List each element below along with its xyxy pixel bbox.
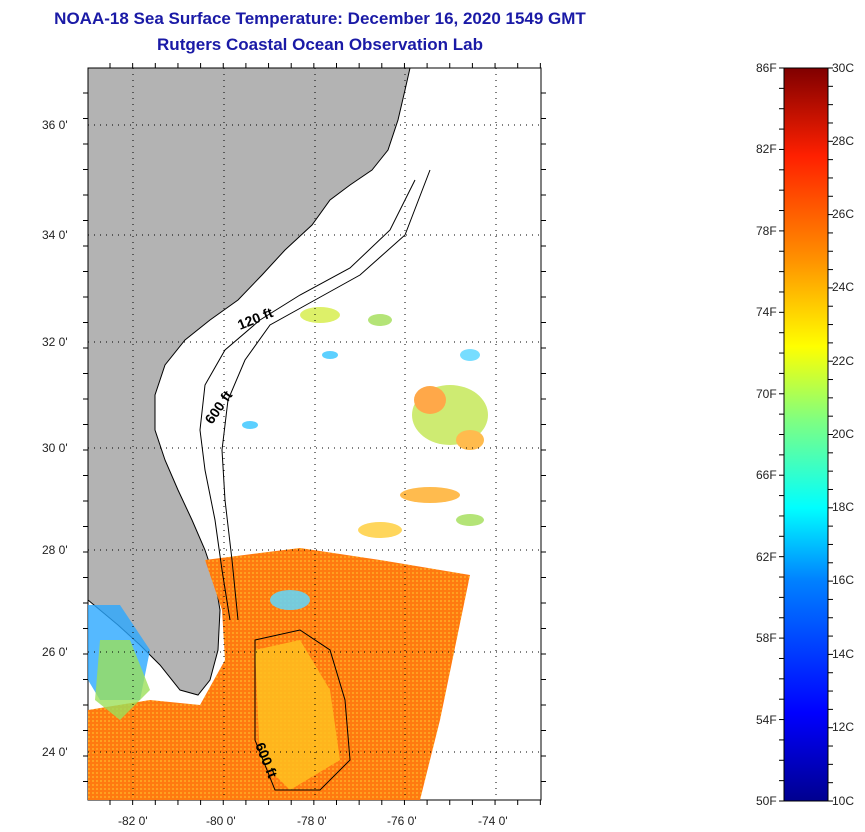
contour-120ft — [199, 179, 416, 621]
lat-label: 28 0' — [42, 543, 68, 557]
colorbar-c-label: 10C — [832, 794, 854, 808]
colorbar-f-label: 58F — [756, 631, 777, 645]
colorbar-f-label: 50F — [756, 794, 777, 808]
colorbar-f-label: 78F — [756, 224, 777, 238]
colorbar-f-label: 86F — [756, 61, 777, 75]
lon-label: -80 0' — [206, 814, 236, 828]
sst-patches-offshore — [242, 307, 488, 610]
land-mass — [88, 68, 411, 696]
colorbar-f-label: 70F — [756, 387, 777, 401]
colorbar-f-label: 74F — [756, 305, 777, 319]
frame-ticks — [83, 63, 546, 805]
sst-yellow-patch — [255, 640, 340, 790]
lon-label: -74 0' — [478, 814, 508, 828]
colorbar — [783, 67, 829, 802]
lat-label: 26 0' — [42, 645, 68, 659]
lon-label: -76 0' — [387, 814, 417, 828]
lat-label: 30 0' — [42, 441, 68, 455]
contour-bahamas — [254, 629, 351, 791]
colorbar-c-label: 20C — [832, 427, 854, 441]
colorbar-c-label: 12C — [832, 720, 854, 734]
colorbar-c-label: 30C — [832, 61, 854, 75]
contour-600ft — [221, 169, 431, 621]
map-subtitle: Rutgers Coastal Ocean Observation Lab — [157, 35, 483, 54]
colorbar-f-label: 66F — [756, 468, 777, 482]
lon-label: -82 0' — [118, 814, 148, 828]
lat-label: 34 0' — [42, 228, 68, 242]
colorbar-c-label: 14C — [832, 647, 854, 661]
colorbar-c-label: 26C — [832, 207, 854, 221]
lon-label: -78 0' — [297, 814, 327, 828]
colorbar-c-label: 22C — [832, 354, 854, 368]
colorbar-c-label: 28C — [832, 134, 854, 148]
colorbar-c-label: 18C — [832, 500, 854, 514]
lat-label: 36 0' — [42, 118, 68, 132]
colorbar-f-label: 82F — [756, 142, 777, 156]
lat-label: 24 0' — [42, 745, 68, 759]
colorbar-ticks — [779, 67, 833, 802]
colorbar-c-label: 24C — [832, 280, 854, 294]
colorbar-c-label: 16C — [832, 573, 854, 587]
colorbar-f-label: 62F — [756, 550, 777, 564]
lat-label: 32 0' — [42, 335, 68, 349]
map-title: NOAA-18 Sea Surface Temperature: Decembe… — [54, 9, 586, 28]
graticule — [88, 68, 541, 800]
colorbar-f-label: 54F — [756, 713, 777, 727]
sst-green-west — [95, 640, 150, 720]
